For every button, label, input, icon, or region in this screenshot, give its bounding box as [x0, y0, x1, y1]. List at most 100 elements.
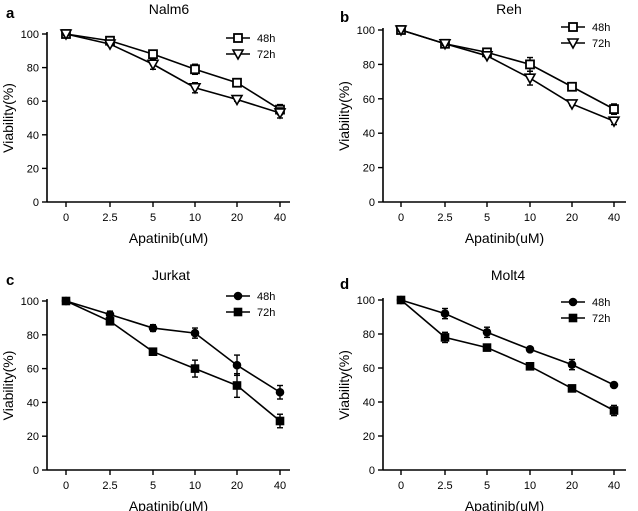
panel-letter: b — [340, 9, 349, 26]
series-line — [65, 33, 281, 111]
x-axis-label: Apatinib(uM) — [129, 230, 208, 246]
data-point — [188, 82, 202, 95]
data-point — [482, 328, 492, 337]
x-tick-label: 2.5 — [437, 212, 452, 224]
x-tick-label: 40 — [608, 480, 620, 492]
legend-item-72h: 72h — [226, 49, 275, 61]
data-point — [190, 64, 200, 75]
panel-c: c Jurkat 0 20 40 60 80 100 0 2.5 5 10 20 40 Apatinib(u… — [0, 267, 290, 511]
data-point — [609, 104, 619, 115]
chart-title: Molt4 — [491, 267, 525, 283]
data-point — [480, 50, 494, 63]
x-tick-label: 0 — [398, 480, 404, 492]
data-point — [525, 345, 535, 354]
legend-label: 48h — [257, 33, 275, 45]
y-axis-label: Viability(%) — [336, 350, 352, 420]
y-axis-label: Viability(%) — [336, 81, 352, 151]
legend-label: 72h — [592, 313, 610, 325]
legend-label: 72h — [257, 307, 275, 319]
y-tick-label: 60 — [363, 94, 375, 106]
data-point — [607, 116, 621, 128]
y-tick-label: 80 — [27, 330, 39, 342]
x-tick-label: 2.5 — [102, 212, 117, 224]
data-point — [440, 309, 450, 318]
x-tick-label: 2.5 — [102, 480, 117, 492]
data-point — [394, 25, 408, 37]
data-point — [567, 360, 577, 369]
y-tick-label: 40 — [363, 397, 375, 409]
legend-label: 48h — [257, 291, 275, 303]
legend-marker — [233, 33, 243, 43]
legend-item-48h: 48h — [226, 291, 275, 303]
data-point — [232, 77, 242, 88]
data-point — [61, 296, 71, 306]
x-tick-label: 0 — [398, 212, 404, 224]
x-tick-label: 10 — [189, 480, 201, 492]
data-point — [565, 99, 579, 111]
panel-letter: d — [340, 276, 349, 293]
y-tick-label: 80 — [363, 59, 375, 71]
legend-marker — [568, 297, 578, 307]
y-tick-label: 100 — [21, 296, 39, 308]
x-tick-label: 10 — [524, 212, 536, 224]
legend-marker — [568, 22, 578, 32]
x-axis-label: Apatinib(uM) — [465, 230, 544, 246]
legend-marker — [568, 313, 578, 323]
x-tick-label: 40 — [274, 212, 286, 224]
x-tick-label: 5 — [150, 212, 156, 224]
y-tick-label: 60 — [27, 364, 39, 376]
data-point — [190, 328, 200, 338]
y-tick-label: 80 — [363, 329, 375, 341]
data-point — [232, 381, 242, 390]
data-point — [232, 360, 242, 370]
panel-d: d Molt4 0 20 40 60 80 100 0 2.5 5 10 20 40 Apatinib(uM… — [336, 267, 626, 511]
series-line — [65, 300, 281, 393]
data-point — [440, 333, 450, 342]
series-line — [400, 299, 615, 412]
chart-title: Reh — [496, 1, 522, 17]
y-axis-label: Viability(%) — [0, 83, 16, 153]
legend-item-48h: 48h — [561, 22, 610, 34]
series-72h — [396, 295, 619, 417]
x-tick-label: 2.5 — [437, 480, 452, 492]
chart-title: Jurkat — [152, 267, 190, 283]
legend-item-72h: 72h — [226, 307, 275, 319]
data-point — [525, 59, 535, 70]
legend-label: 48h — [592, 297, 610, 309]
x-tick-label: 20 — [566, 480, 578, 492]
series-72h — [394, 25, 621, 128]
data-point — [230, 94, 244, 107]
x-tick-label: 0 — [63, 212, 69, 224]
x-tick-label: 5 — [484, 212, 490, 224]
x-tick-label: 20 — [566, 212, 578, 224]
y-tick-label: 40 — [363, 128, 375, 140]
data-point — [438, 38, 452, 51]
y-tick-label: 60 — [27, 96, 39, 108]
series-line — [400, 299, 615, 386]
y-tick-label: 0 — [33, 197, 39, 209]
x-tick-label: 20 — [231, 212, 243, 224]
data-point — [148, 347, 158, 356]
legend-marker — [233, 307, 243, 317]
x-tick-label: 10 — [524, 480, 536, 492]
legend-item-72h: 72h — [561, 38, 610, 50]
y-tick-label: 100 — [357, 295, 375, 307]
panel-b: b Reh 0 20 40 60 80 100 0 2.5 5 10 20 40 Apatinib(uM) V… — [336, 1, 626, 246]
y-tick-label: 20 — [27, 163, 39, 175]
data-point — [609, 380, 619, 390]
series-line — [400, 29, 615, 110]
panel-letter: a — [6, 5, 15, 22]
y-tick-label: 80 — [27, 63, 39, 75]
data-point — [148, 323, 158, 333]
x-tick-label: 10 — [189, 212, 201, 224]
panel-letter: c — [6, 272, 14, 289]
y-tick-label: 20 — [363, 431, 375, 443]
data-point — [275, 387, 285, 397]
series-72h — [59, 29, 287, 120]
data-point — [148, 49, 158, 60]
y-tick-label: 0 — [369, 197, 375, 209]
data-point — [523, 73, 537, 85]
data-point — [609, 406, 619, 415]
y-tick-label: 100 — [21, 29, 39, 41]
